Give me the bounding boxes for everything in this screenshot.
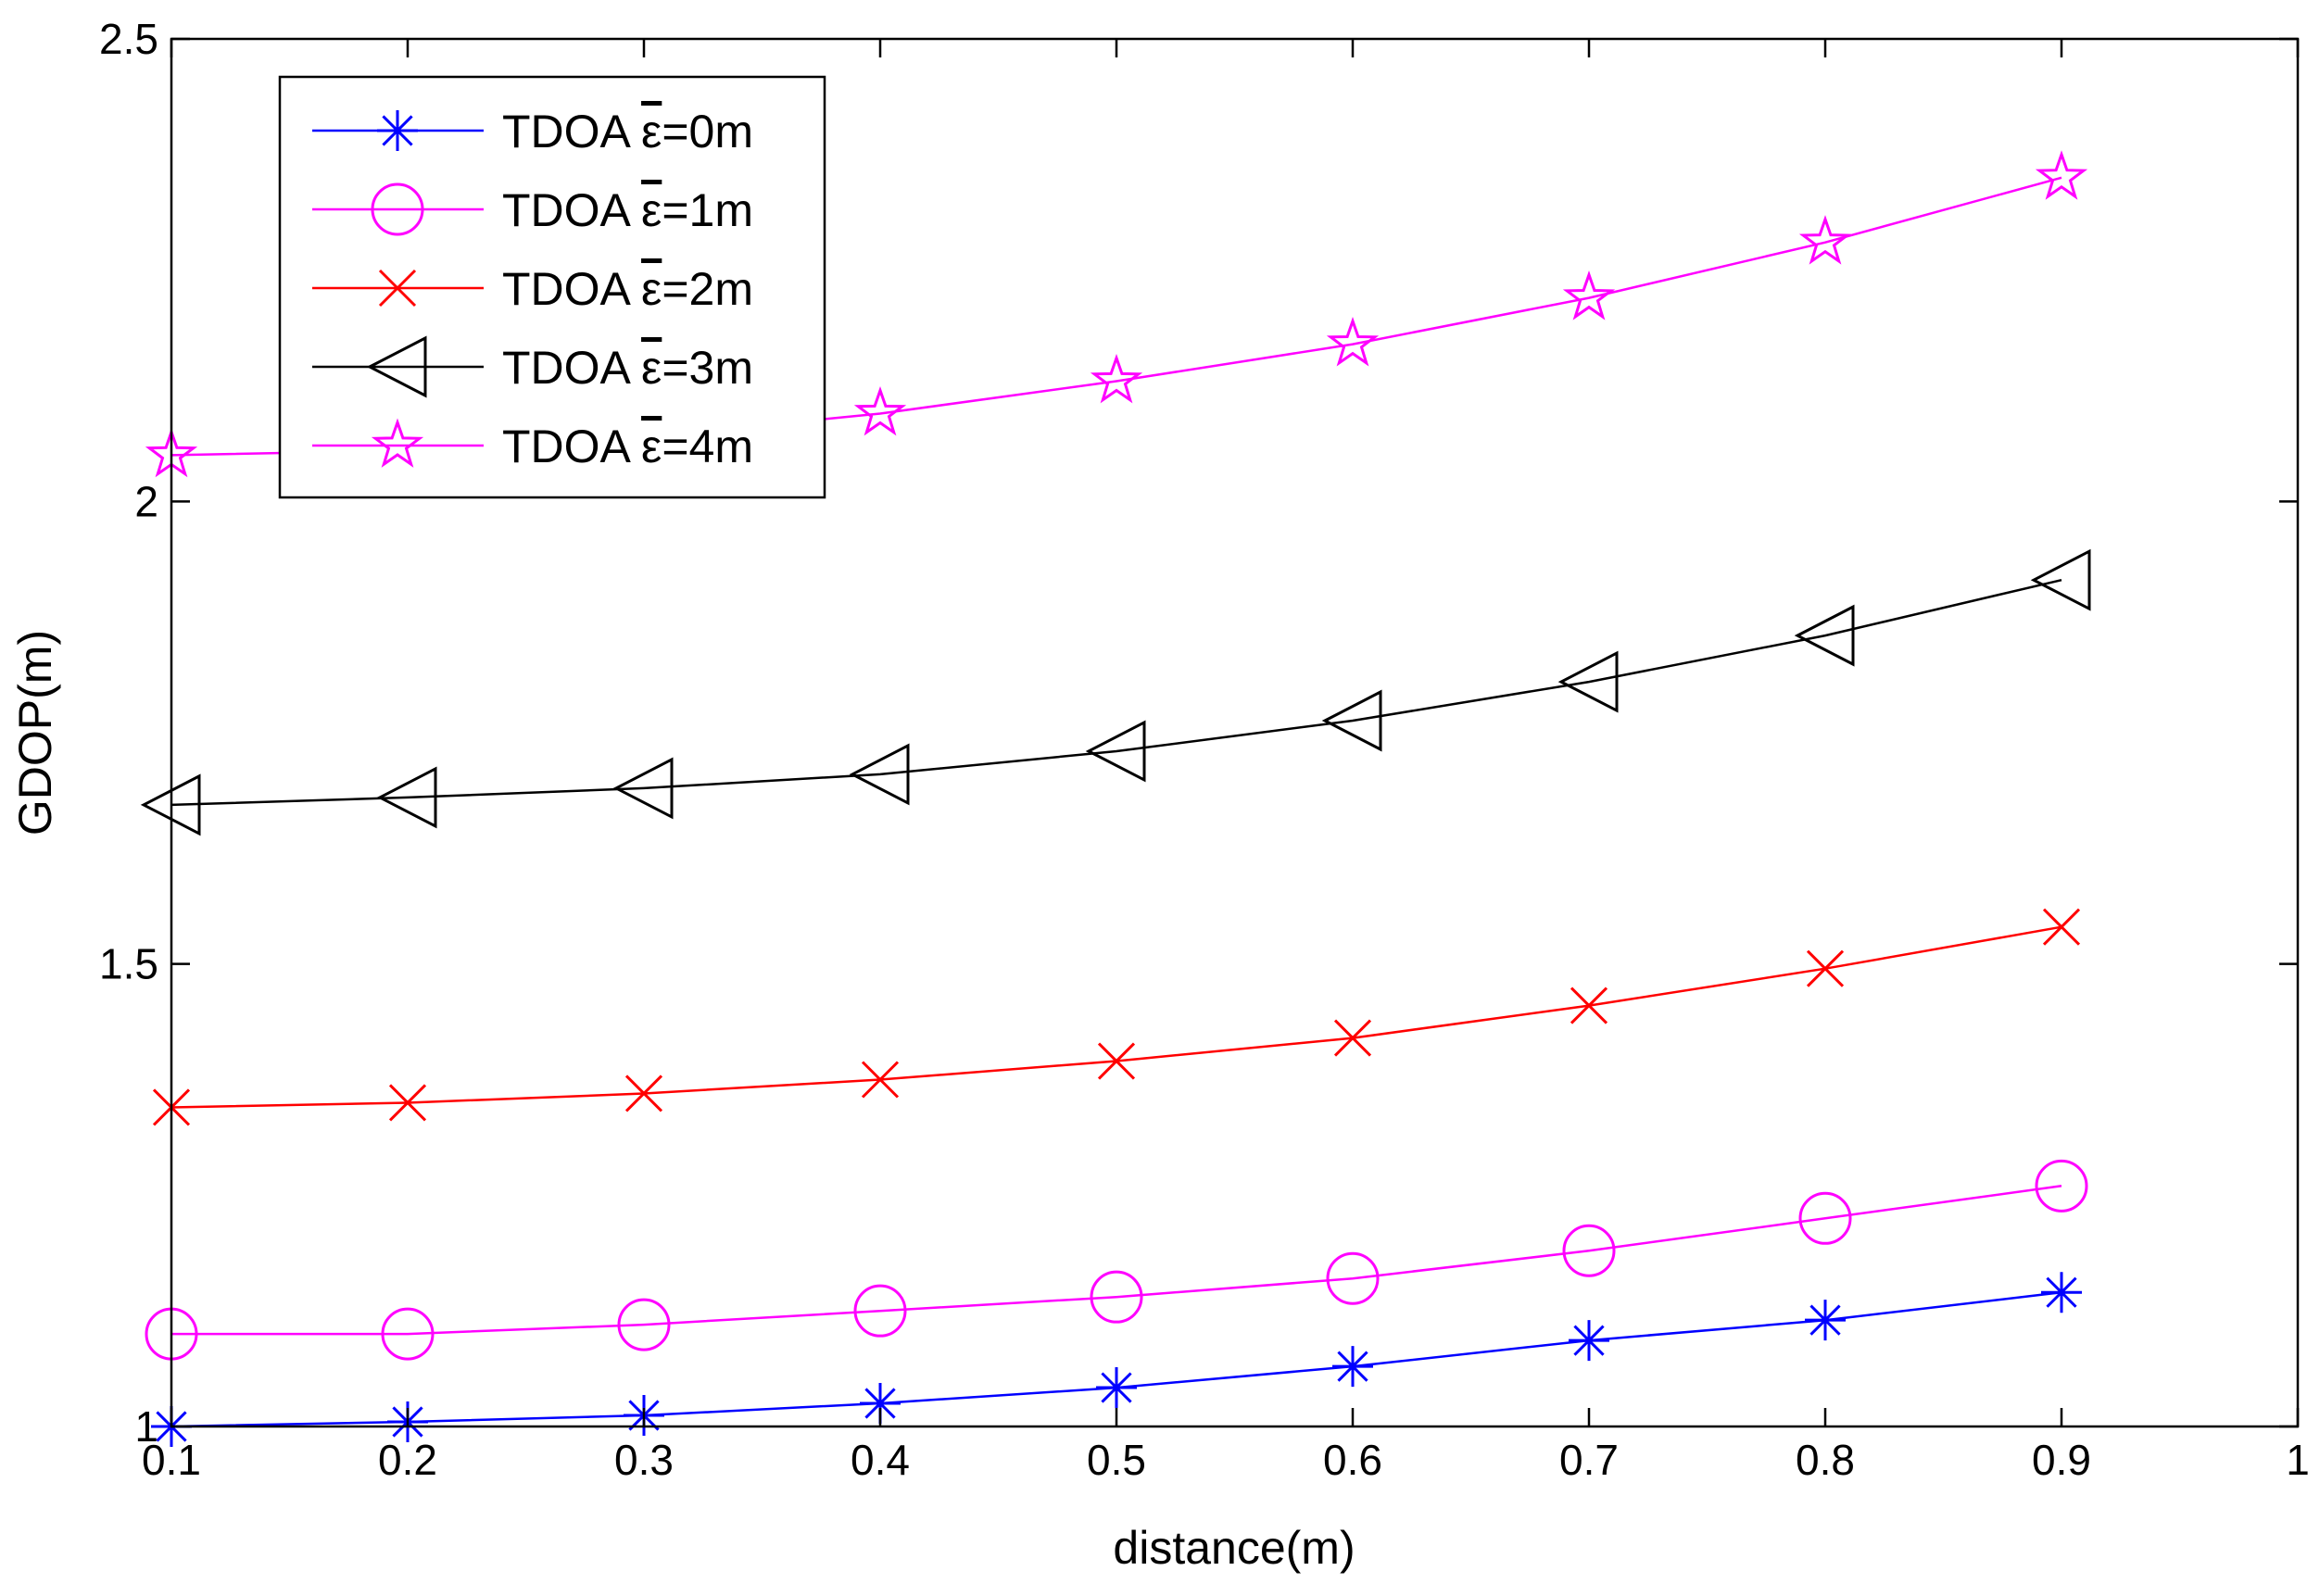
data-point xyxy=(2030,548,2091,611)
data-point xyxy=(849,743,910,806)
data-point xyxy=(1798,215,1852,265)
data-point xyxy=(1562,270,1616,320)
x-tick-label: 0.5 xyxy=(1087,1436,1146,1484)
data-point xyxy=(860,1383,901,1425)
data-point xyxy=(2035,1159,2088,1213)
legend-label-prefix: TDOA xyxy=(502,184,641,236)
data-point xyxy=(1570,987,1608,1024)
data-point xyxy=(1096,1367,1137,1409)
data-point xyxy=(1090,1270,1143,1324)
legend-label-suffix: =3m xyxy=(662,342,753,394)
series-line xyxy=(170,578,2062,807)
legend-marker xyxy=(366,335,427,398)
data-point xyxy=(853,385,907,436)
y-tick-label: 1.5 xyxy=(99,940,158,988)
legend-label-suffix: =1m xyxy=(662,184,753,236)
x-tick-label: 0.8 xyxy=(1796,1436,1855,1484)
legend-entry-4: TDOA ε=4m xyxy=(312,418,753,472)
y-tick-label: 1 xyxy=(134,1402,158,1451)
legend-marker xyxy=(371,418,424,468)
series-1 xyxy=(145,1159,2088,1361)
legend-label: TDOA ε=2m xyxy=(502,263,753,315)
data-point xyxy=(2035,150,2088,200)
legend-label-suffix: =4m xyxy=(662,421,753,472)
data-point xyxy=(381,1307,435,1361)
data-point xyxy=(1321,689,1382,752)
legend-label-prefix: TDOA xyxy=(502,342,641,394)
legend-label-prefix: TDOA xyxy=(502,263,641,315)
data-point xyxy=(1805,1300,1846,1341)
y-tick-label: 2 xyxy=(134,477,158,525)
series-line xyxy=(171,1185,2062,1336)
data-point xyxy=(1798,1191,1852,1245)
data-point xyxy=(1332,1346,1373,1388)
data-point xyxy=(617,1298,671,1351)
legend-marker xyxy=(378,269,417,308)
legend-label-symbol: ε xyxy=(641,421,662,472)
legend-entry-3: TDOA ε=3m xyxy=(312,335,753,398)
y-axis-label: GDOP(m) xyxy=(9,630,61,836)
x-tick-label: 0.6 xyxy=(1323,1436,1382,1484)
data-point xyxy=(1333,1019,1372,1057)
legend-label: TDOA ε=4m xyxy=(502,421,753,472)
series-3 xyxy=(140,548,2091,836)
y-tick-label: 2.5 xyxy=(99,15,158,63)
data-point xyxy=(2041,1272,2082,1313)
data-point xyxy=(1562,1224,1616,1277)
legend-label-symbol: ε xyxy=(641,106,662,157)
legend-label-symbol: ε xyxy=(641,184,662,236)
data-point xyxy=(376,766,437,829)
legend-label-prefix: TDOA xyxy=(502,106,641,157)
data-point xyxy=(861,1061,900,1099)
x-tick-label: 1 xyxy=(2286,1436,2310,1484)
data-point xyxy=(1557,650,1619,713)
legend-label: TDOA ε=1m xyxy=(502,184,753,236)
legend-label-suffix: =2m xyxy=(662,263,753,315)
data-point xyxy=(1326,317,1380,367)
legend-marker xyxy=(377,110,418,151)
data-point xyxy=(1090,353,1143,404)
legend-label-suffix: =0m xyxy=(662,106,753,157)
x-tick-label: 0.4 xyxy=(851,1436,910,1484)
data-point xyxy=(1806,949,1845,987)
x-axis-label: distance(m) xyxy=(1113,1522,1355,1574)
data-point xyxy=(853,1284,907,1338)
data-point xyxy=(1569,1320,1609,1362)
data-point xyxy=(388,1084,427,1122)
legend-label-symbol: ε xyxy=(641,263,662,315)
x-tick-label: 0.2 xyxy=(378,1436,437,1484)
data-point xyxy=(624,1074,663,1112)
legend-entry-2: TDOA ε=2m xyxy=(312,263,753,315)
data-point xyxy=(1326,1251,1380,1305)
data-point xyxy=(2042,908,2081,946)
legend-marker xyxy=(371,182,424,236)
plot-frame xyxy=(170,37,2300,1428)
legend-entry-1: TDOA ε=1m xyxy=(312,182,753,236)
x-tick-label: 0.1 xyxy=(142,1436,201,1484)
data-point xyxy=(1794,604,1855,667)
legend-label-symbol: ε xyxy=(641,342,662,394)
data-point xyxy=(612,757,674,820)
tick-layer: 0.1 0.2 0.3 0.4 0.5 0.6 0.7 0.8 0.9 1 1 1.5 2 2.5 xyxy=(99,15,2310,1484)
legend-label: TDOA ε=0m xyxy=(502,106,753,157)
legend-label: TDOA ε=3m xyxy=(502,342,753,394)
x-tick-label: 0.9 xyxy=(2032,1436,2091,1484)
data-point xyxy=(1085,720,1146,783)
x-tick-label: 0.7 xyxy=(1559,1436,1619,1484)
legend-label-prefix: TDOA xyxy=(502,421,641,472)
x-tick-label: 0.3 xyxy=(614,1436,674,1484)
data-point xyxy=(1097,1042,1136,1080)
legend-entry-0: TDOA ε=0m xyxy=(312,106,753,157)
